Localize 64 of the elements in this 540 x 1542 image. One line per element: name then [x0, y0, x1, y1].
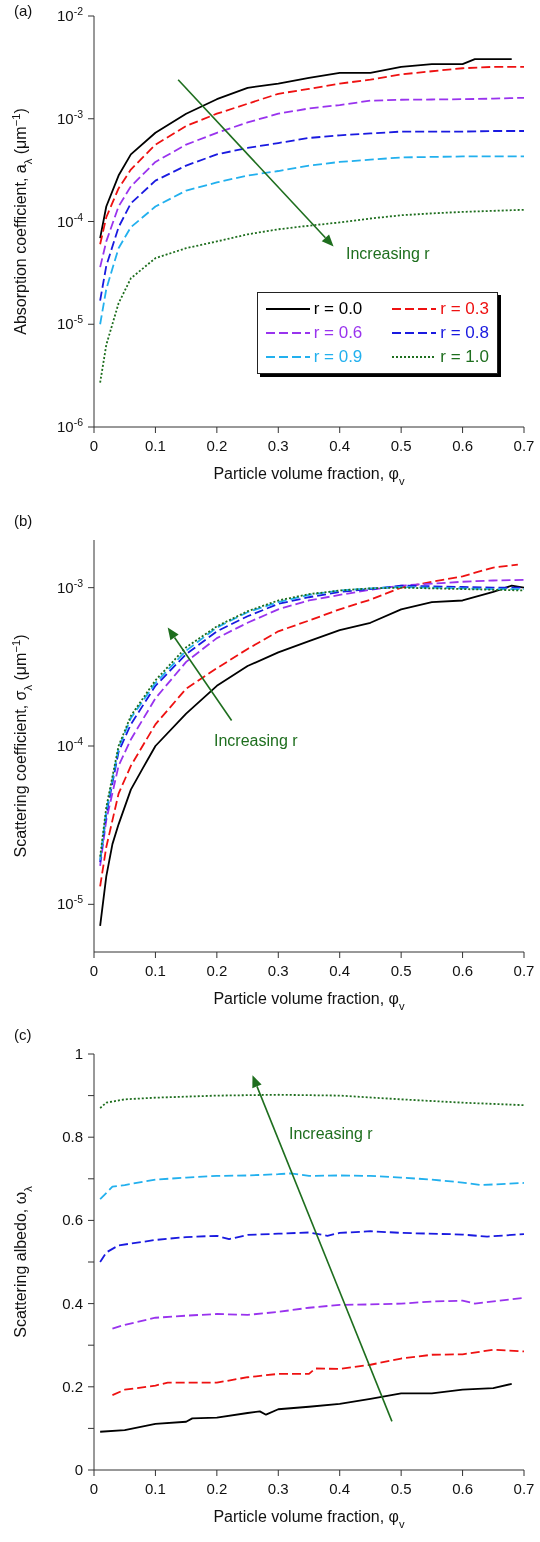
- legend-label: r = 1.0: [440, 347, 489, 367]
- annotation: Increasing r: [289, 1125, 374, 1142]
- y-tick-label: 1: [74, 1045, 83, 1062]
- x-tick-label: 0.2: [206, 437, 228, 454]
- x-tick-label: 0.4: [329, 962, 351, 979]
- y-tick-label: 0.8: [62, 1128, 83, 1146]
- line-series: [99, 1382, 513, 1433]
- x-tick-label: 0.5: [390, 1480, 412, 1497]
- x-tick-label: 0.6: [452, 437, 473, 454]
- x-tick-label: 0.1: [145, 962, 166, 979]
- line-series: [99, 130, 524, 302]
- legend-label: r = 0.8: [440, 323, 489, 343]
- legend-label: r = 0.3: [440, 299, 489, 319]
- line-series: [111, 1348, 524, 1397]
- x-axis-title: Particle volume fraction, φ$_{v}$: [213, 465, 405, 487]
- line-series: [99, 208, 524, 384]
- y-tick-label: 0: [74, 1461, 83, 1478]
- x-tick-label: 0.3: [267, 1480, 289, 1497]
- line-series: [99, 584, 524, 927]
- y-tick-label: 10$^{-6}$: [56, 416, 84, 435]
- x-tick-label: 0.1: [145, 437, 166, 454]
- legend-label: r = 0.6: [313, 323, 363, 343]
- line-series: [111, 1296, 524, 1330]
- legend-label: r = 0.9: [313, 347, 363, 367]
- x-tick-label: 0: [89, 437, 99, 454]
- line-series: [99, 155, 524, 326]
- y-tick-label: 10$^{-5}$: [56, 313, 84, 333]
- chart-title: (a): [14, 2, 33, 19]
- y-tick-label: 0.4: [62, 1294, 83, 1312]
- y-tick-label: 0.6: [62, 1211, 83, 1229]
- x-tick-label: 0.2: [206, 1480, 228, 1497]
- x-tick-label: 0.3: [267, 437, 289, 454]
- x-tick-label: 0.4: [329, 437, 351, 454]
- y-tick-label: 10$^{-3}$: [56, 576, 84, 596]
- y-tick-label: 10$^{-4}$: [56, 210, 84, 230]
- x-tick-label: 0: [89, 962, 99, 979]
- x-tick-label: 0.6: [452, 1480, 473, 1497]
- x-tick-label: 0.6: [452, 962, 473, 979]
- x-tick-label: 0.3: [267, 962, 289, 979]
- chart-title: (b): [14, 512, 33, 529]
- x-tick-label: 0: [89, 1480, 99, 1497]
- annotation: Increasing r: [214, 732, 299, 749]
- y-tick-label: 10$^{-3}$: [56, 107, 84, 127]
- annotation: Increasing r: [346, 245, 431, 262]
- line-series: [99, 96, 524, 268]
- x-tick-label: 0.7: [513, 437, 535, 454]
- y-tick-label: 10$^{-2}$: [56, 5, 84, 24]
- line-series: [99, 1172, 524, 1201]
- x-tick-label: 0.1: [145, 1480, 166, 1497]
- x-tick-label: 0.5: [390, 437, 412, 454]
- y-tick-label: 10$^{-4}$: [56, 735, 84, 754]
- y-tick-label: 0.2: [62, 1377, 83, 1395]
- line-series: [99, 1093, 524, 1109]
- line-series: [99, 1230, 524, 1263]
- legend-label: r = 0.0: [313, 299, 363, 319]
- x-tick-label: 0.7: [513, 1480, 535, 1497]
- y-tick-label: 10$^{-5}$: [56, 893, 84, 913]
- chart-title: (c): [14, 1026, 32, 1043]
- x-axis-title: Particle volume fraction, φ$_{v}$: [213, 1508, 405, 1530]
- x-tick-label: 0.4: [329, 1480, 351, 1497]
- x-tick-label: 0.7: [513, 962, 535, 979]
- x-tick-label: 0.5: [390, 962, 412, 979]
- x-axis-title: Particle volume fraction, φ$_{v}$: [213, 990, 405, 1012]
- x-tick-label: 0.2: [206, 962, 228, 979]
